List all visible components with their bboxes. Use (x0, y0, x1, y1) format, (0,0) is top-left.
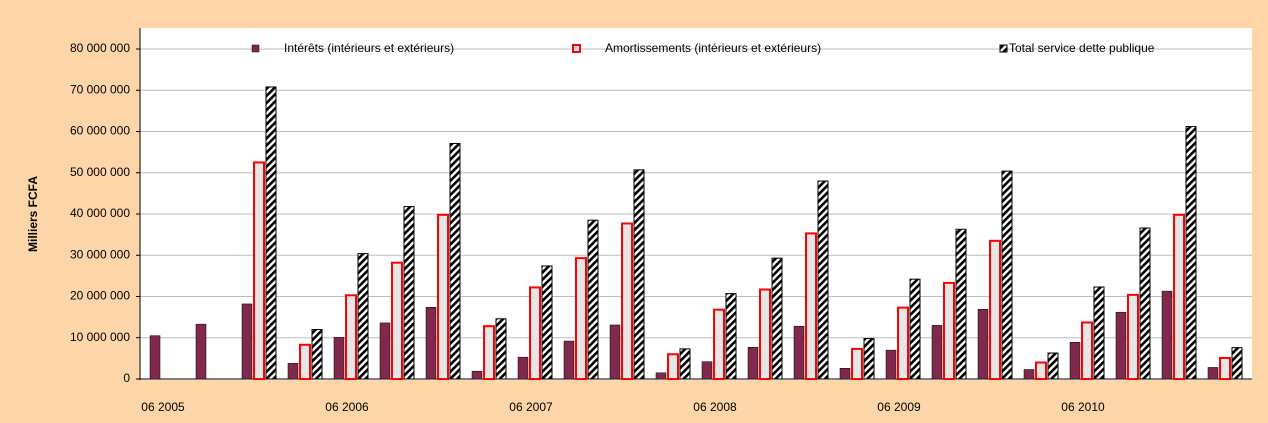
y-tick-label: 40 000 000 (70, 206, 130, 220)
legend-marker (251, 44, 260, 53)
bar (977, 309, 989, 380)
bar (1139, 227, 1151, 380)
bar (345, 294, 357, 381)
bar (495, 318, 507, 380)
bar (1047, 352, 1059, 380)
y-tick-label: 30 000 000 (70, 247, 130, 261)
bar (311, 329, 323, 380)
bar (563, 340, 575, 380)
bar (149, 335, 161, 380)
bar (483, 325, 495, 381)
bar (793, 325, 805, 380)
bar (1127, 293, 1139, 381)
bar (541, 265, 553, 380)
bar (1093, 286, 1105, 380)
x-tick-label: 06 2006 (325, 400, 369, 414)
bar (1115, 311, 1127, 380)
bar (1219, 356, 1231, 380)
x-tick-label: 06 2009 (877, 400, 921, 414)
bar (1035, 361, 1047, 380)
bar (725, 293, 737, 380)
x-tick-label: 06 2007 (509, 400, 553, 414)
bar (667, 353, 679, 380)
bar (679, 348, 691, 380)
bar (897, 306, 909, 381)
bar (955, 228, 967, 380)
bar (839, 368, 851, 380)
bar (265, 86, 277, 380)
y-tick-label: 50 000 000 (70, 165, 130, 179)
bar (1207, 367, 1219, 380)
bar (287, 363, 299, 380)
bar (471, 370, 483, 380)
bar (517, 356, 529, 380)
bar (1161, 290, 1173, 380)
bar (633, 169, 645, 380)
legend-marker (999, 44, 1008, 53)
bar (851, 347, 863, 381)
bar (437, 213, 449, 380)
y-tick-label: 80 000 000 (70, 41, 130, 55)
bar (863, 338, 875, 380)
bar (713, 308, 725, 381)
y-tick-label: 70 000 000 (70, 82, 130, 96)
bar (655, 372, 667, 380)
bar (379, 322, 391, 380)
bar (609, 324, 621, 380)
bar (885, 349, 897, 380)
bar (931, 325, 943, 380)
bar (299, 343, 311, 381)
legend-label: Total service dette publique (1009, 41, 1155, 55)
y-tick-label: 20 000 000 (70, 289, 130, 303)
bar (403, 206, 415, 380)
bar (449, 142, 461, 380)
bar (805, 232, 817, 380)
bar (425, 306, 437, 380)
bar (943, 281, 955, 381)
x-tick-label: 06 2005 (141, 400, 185, 414)
bar (1185, 126, 1197, 380)
bar (1081, 321, 1093, 380)
bar (817, 180, 829, 380)
legend-label: Amortissements (intérieurs et extérieurs… (605, 41, 821, 55)
bar (701, 361, 713, 380)
legend-marker (572, 44, 581, 53)
bar (1173, 213, 1185, 380)
bar (759, 288, 771, 380)
x-tick-label: 06 2010 (1061, 400, 1105, 414)
y-tick-label: 0 (123, 371, 130, 385)
bar (1069, 342, 1081, 380)
bar (587, 219, 599, 380)
bar (1231, 347, 1243, 380)
x-tick-label: 06 2008 (693, 400, 737, 414)
bar (1001, 170, 1013, 380)
bar (989, 239, 1001, 380)
bar (909, 278, 921, 380)
bar (241, 303, 253, 380)
bar (529, 286, 541, 380)
bar (253, 161, 265, 380)
bar (621, 222, 633, 380)
bar (195, 323, 207, 380)
bar (333, 337, 345, 380)
bar (575, 257, 587, 381)
bar (747, 346, 759, 380)
y-tick-label: 60 000 000 (70, 124, 130, 138)
legend-label: Intérêts (intérieurs et extérieurs) (284, 41, 454, 55)
bar (391, 261, 403, 380)
bar (1023, 369, 1035, 380)
y-tick-label: 10 000 000 (70, 330, 130, 344)
plot-area (140, 28, 1252, 380)
bar (357, 253, 369, 380)
y-axis-label: Milliers FCFA (26, 176, 40, 252)
bar (771, 257, 783, 380)
